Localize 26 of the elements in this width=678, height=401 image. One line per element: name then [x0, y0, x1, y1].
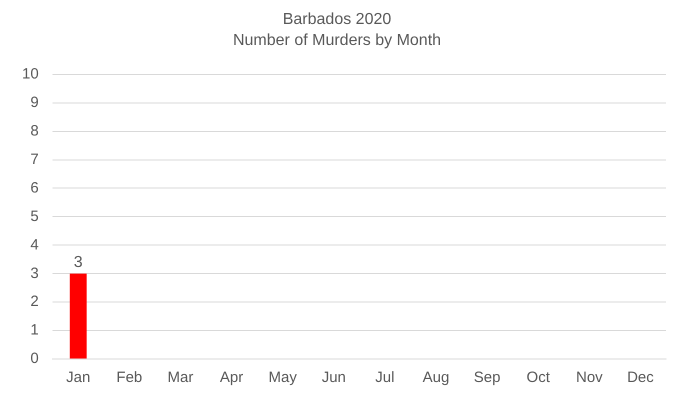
x-tick-label: Apr [220, 369, 244, 386]
x-tick-label: Aug [422, 369, 450, 386]
x-tick-label: Mar [168, 369, 194, 386]
data-label: 3 [74, 254, 83, 272]
x-tick-label: Jan [66, 369, 90, 386]
x-tick-label: Sep [474, 369, 500, 386]
y-tick-label: 1 [30, 322, 39, 339]
y-tick-label: 7 [30, 150, 39, 168]
y-tick-label: 4 [30, 236, 39, 254]
y-tick-label: 8 [30, 122, 39, 140]
chart-title: Barbados 2020 [282, 11, 392, 28]
x-tick-label: Jul [375, 369, 394, 386]
x-tick-label: Nov [576, 369, 604, 386]
y-tick-label: 9 [30, 94, 39, 111]
y-tick-label: 0 [30, 350, 39, 368]
x-tick-label: Jun [322, 369, 346, 386]
y-tick-label: 10 [22, 66, 39, 83]
x-tick-label: Oct [526, 369, 551, 386]
y-tick-label: 3 [30, 264, 39, 282]
y-tick-label: 5 [30, 208, 39, 225]
chart-subtitle: Number of Murders by Month [232, 32, 442, 50]
x-tick-label: Dec [627, 369, 654, 386]
x-tick-label: Feb [116, 369, 142, 386]
y-tick-label: 2 [30, 293, 39, 310]
y-tick-label: 6 [30, 179, 39, 196]
x-tick-label: May [268, 369, 298, 386]
